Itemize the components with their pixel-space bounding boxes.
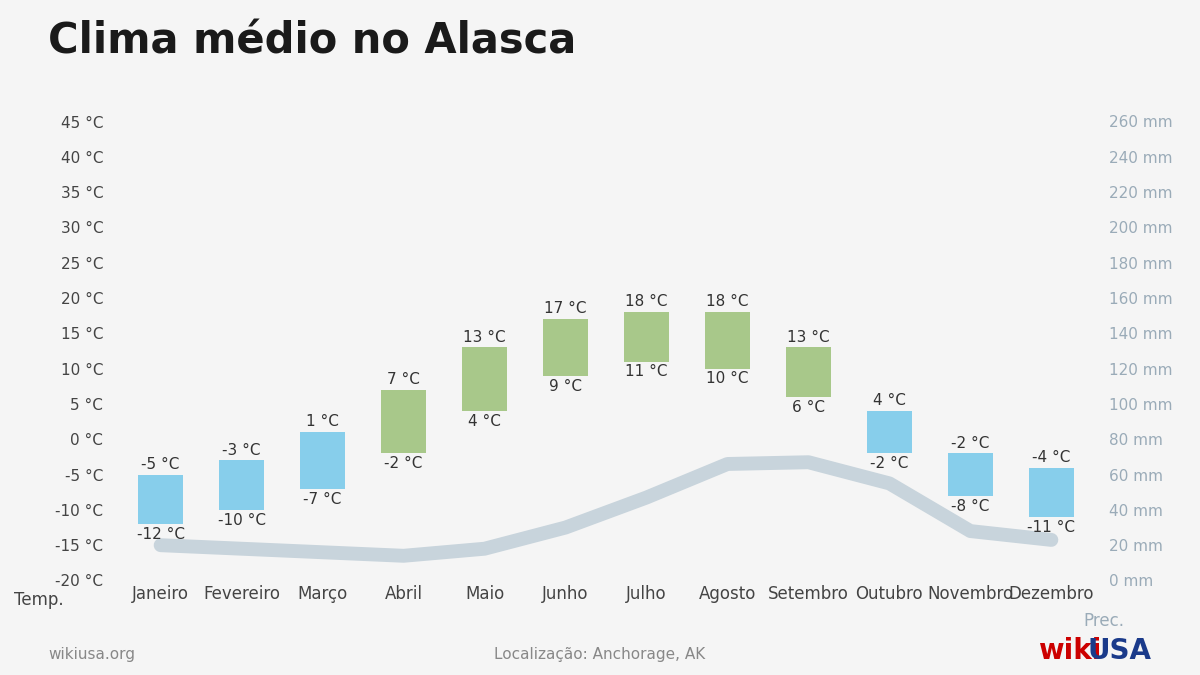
Bar — [624, 312, 668, 362]
Bar — [948, 454, 992, 495]
Bar — [1030, 468, 1074, 517]
Text: 11 °C: 11 °C — [625, 364, 667, 379]
Bar — [220, 460, 264, 510]
Text: -10 °C: -10 °C — [217, 513, 265, 528]
Text: Localização: Anchorage, AK: Localização: Anchorage, AK — [494, 647, 706, 662]
Text: Clima médio no Alasca: Clima médio no Alasca — [48, 20, 576, 62]
Text: 1 °C: 1 °C — [306, 414, 340, 429]
Bar — [300, 432, 344, 489]
Text: 4 °C: 4 °C — [468, 414, 500, 429]
Text: 6 °C: 6 °C — [792, 400, 824, 414]
Text: -7 °C: -7 °C — [304, 491, 342, 506]
Text: wikiusa.org: wikiusa.org — [48, 647, 134, 662]
Bar — [706, 312, 750, 369]
Text: 13 °C: 13 °C — [463, 329, 506, 345]
Bar — [382, 390, 426, 454]
Text: -2 °C: -2 °C — [952, 435, 990, 451]
Text: 10 °C: 10 °C — [707, 371, 749, 387]
Text: 17 °C: 17 °C — [545, 302, 587, 317]
Text: wiki: wiki — [1038, 637, 1102, 665]
Text: 4 °C: 4 °C — [872, 394, 906, 408]
Text: USA: USA — [1087, 637, 1151, 665]
Text: Prec.: Prec. — [1084, 612, 1124, 630]
Text: -5 °C: -5 °C — [142, 457, 180, 472]
Text: -11 °C: -11 °C — [1027, 520, 1075, 535]
Text: 9 °C: 9 °C — [550, 379, 582, 394]
Text: 13 °C: 13 °C — [787, 329, 829, 345]
Text: 18 °C: 18 °C — [625, 294, 667, 309]
Text: -2 °C: -2 °C — [384, 456, 422, 471]
Bar — [868, 411, 912, 454]
Text: -12 °C: -12 °C — [137, 526, 185, 542]
Text: -3 °C: -3 °C — [222, 443, 260, 458]
Text: -2 °C: -2 °C — [870, 456, 908, 471]
Text: -4 °C: -4 °C — [1032, 450, 1070, 464]
Bar — [544, 319, 588, 376]
Text: Temp.: Temp. — [14, 591, 64, 609]
Text: 18 °C: 18 °C — [707, 294, 749, 309]
Bar — [462, 348, 506, 411]
Text: -8 °C: -8 °C — [952, 499, 990, 514]
Text: 7 °C: 7 °C — [388, 372, 420, 387]
Bar — [786, 348, 830, 397]
Bar — [138, 475, 182, 524]
